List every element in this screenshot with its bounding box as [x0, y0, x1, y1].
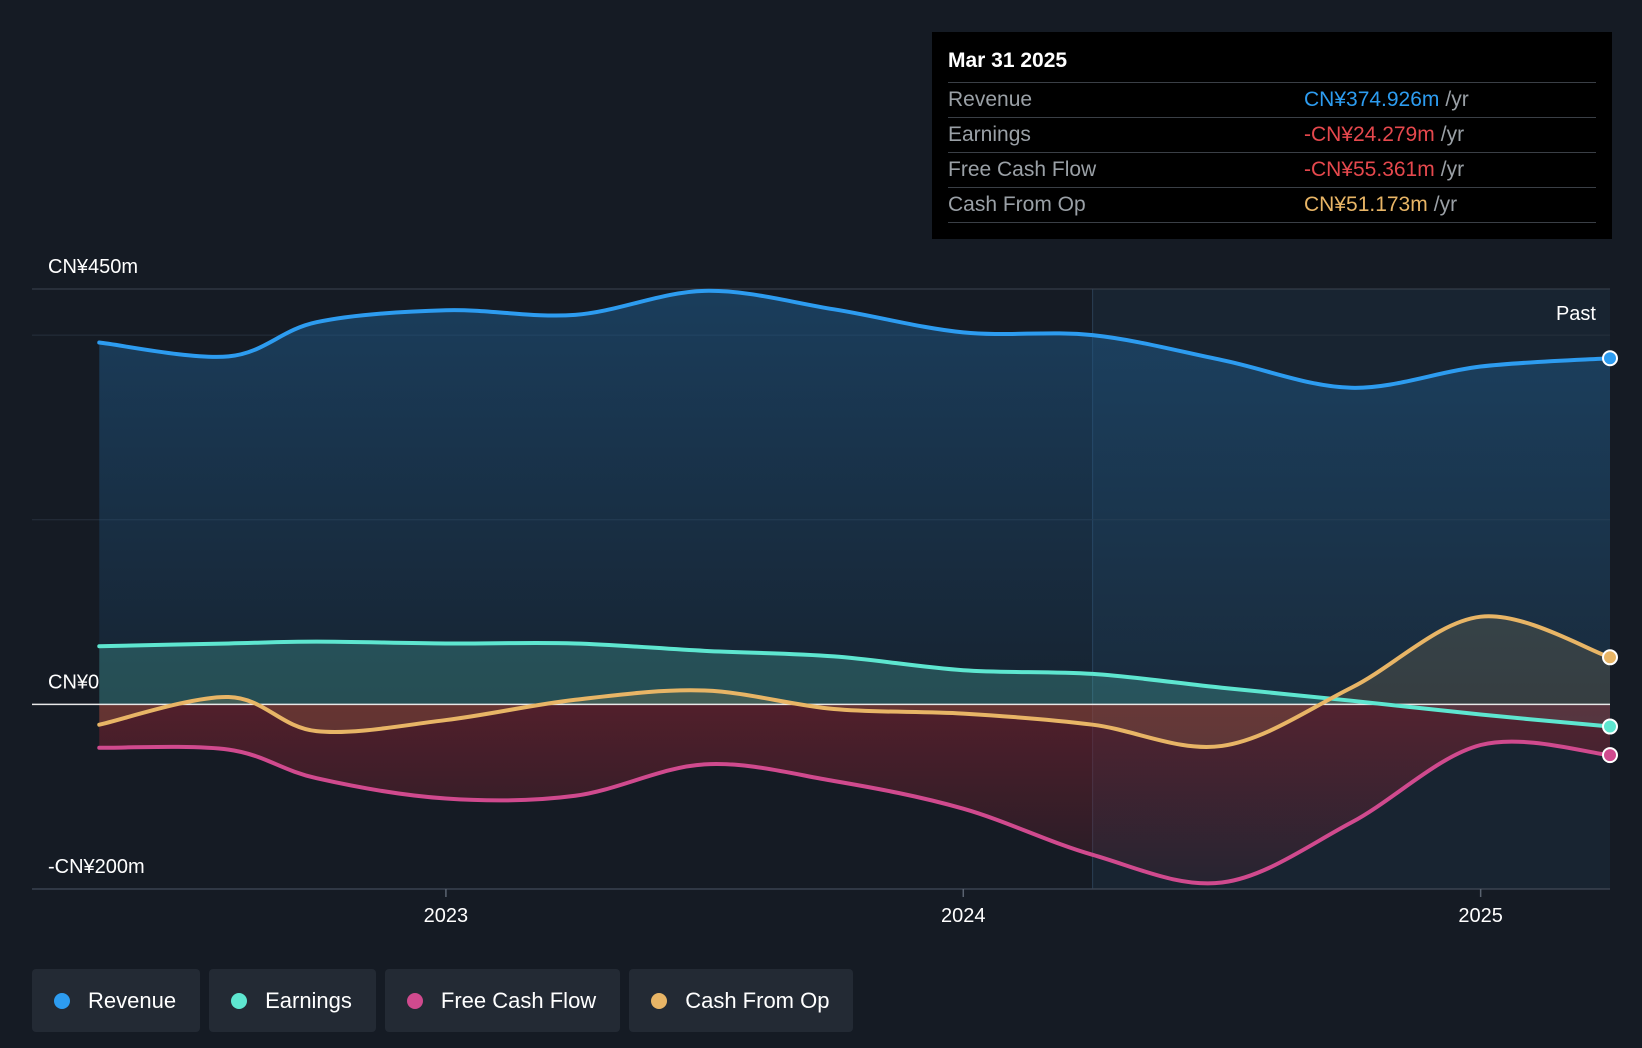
tooltip-date: Mar 31 2025: [948, 46, 1596, 83]
tooltip-label: Revenue: [948, 88, 1033, 111]
legend-label: Revenue: [88, 987, 177, 1013]
tooltip-row-cash-from-op: Cash From Op CN¥51.173m/yr: [948, 188, 1596, 223]
y-label-zero: CN¥0: [48, 671, 99, 693]
legend-dot-icon: [231, 992, 248, 1009]
legend-label: Earnings: [265, 987, 352, 1013]
legend-dot-icon: [54, 992, 70, 1009]
earnings-area: [99, 641, 1610, 727]
tooltip-value: CN¥374.926m: [1304, 88, 1440, 111]
tooltip-label: Earnings: [948, 123, 1031, 146]
past-label: Past: [1556, 303, 1596, 325]
tooltip-row-earnings: Earnings -CN¥24.279m/yr: [948, 118, 1596, 153]
tooltip-value-wrap: -CN¥55.361m/yr: [1304, 153, 1464, 187]
revenue-area: [99, 290, 1610, 705]
tooltip-unit: /yr: [1440, 158, 1465, 181]
tooltip-unit: /yr: [1440, 123, 1465, 146]
series-lines: [97, 288, 1612, 886]
tooltip-label: Cash From Op: [948, 193, 1086, 216]
tooltip-row-revenue: Revenue CN¥374.926m/yr: [948, 83, 1596, 118]
revenue-line: [97, 288, 1612, 390]
tooltip-unit: /yr: [1445, 88, 1469, 111]
legend-item-free-cash-flow[interactable]: Free Cash Flow: [384, 969, 621, 1032]
financial-line-chart: 2023 2024 2025 CN¥450m CN¥0 -CN¥200m Past: [32, 256, 1618, 927]
x-axis: 2023 2024 2025: [424, 889, 1503, 927]
tooltip-value-wrap: CN¥51.173m/yr: [1304, 188, 1457, 222]
free-cash-flow-area: [99, 704, 1610, 884]
tooltip-panel: Mar 31 2025 Revenue CN¥374.926m/yr Earni…: [932, 32, 1612, 239]
legend-dot-icon: [651, 992, 668, 1009]
tooltip-value-wrap: CN¥374.926m/yr: [1304, 83, 1469, 117]
x-tick-label: 2024: [941, 905, 986, 927]
tooltip-value: -CN¥24.279m: [1304, 123, 1435, 146]
cash-from-op-line: [97, 614, 1612, 749]
tooltip-value-wrap: -CN¥24.279m/yr: [1304, 118, 1464, 152]
series-end-dots: [1602, 350, 1618, 764]
free-cash-flow-end-point[interactable]: [1602, 747, 1618, 764]
legend: Revenue Earnings Free Cash Flow Cash Fro…: [32, 969, 854, 1032]
tooltip-value: -CN¥55.361m: [1304, 158, 1435, 181]
legend-label: Cash From Op: [685, 987, 830, 1013]
tooltip-unit: /yr: [1433, 193, 1458, 216]
free-cash-flow-line: [97, 739, 1612, 886]
legend-item-earnings[interactable]: Earnings: [209, 969, 376, 1032]
y-label-top: CN¥450m: [48, 256, 138, 278]
y-label-bottom: -CN¥200m: [48, 856, 145, 878]
x-tick-label: 2025: [1458, 905, 1503, 927]
earnings-end-point[interactable]: [1602, 718, 1618, 735]
revenue-end-point[interactable]: [1602, 350, 1618, 367]
tooltip-value: CN¥51.173m: [1304, 193, 1428, 216]
legend-dot-icon: [406, 992, 423, 1009]
legend-label: Free Cash Flow: [440, 987, 597, 1013]
x-tick-label: 2023: [424, 905, 469, 927]
series-areas: [99, 290, 1610, 884]
tooltip-label: Free Cash Flow: [948, 158, 1097, 181]
legend-item-cash-from-op[interactable]: Cash From Op: [629, 969, 854, 1032]
earnings-line: [97, 639, 1612, 729]
tooltip-row-free-cash-flow: Free Cash Flow -CN¥55.361m/yr: [948, 153, 1596, 188]
cash-from-op-end-point[interactable]: [1602, 649, 1618, 666]
legend-item-revenue[interactable]: Revenue: [32, 969, 201, 1032]
